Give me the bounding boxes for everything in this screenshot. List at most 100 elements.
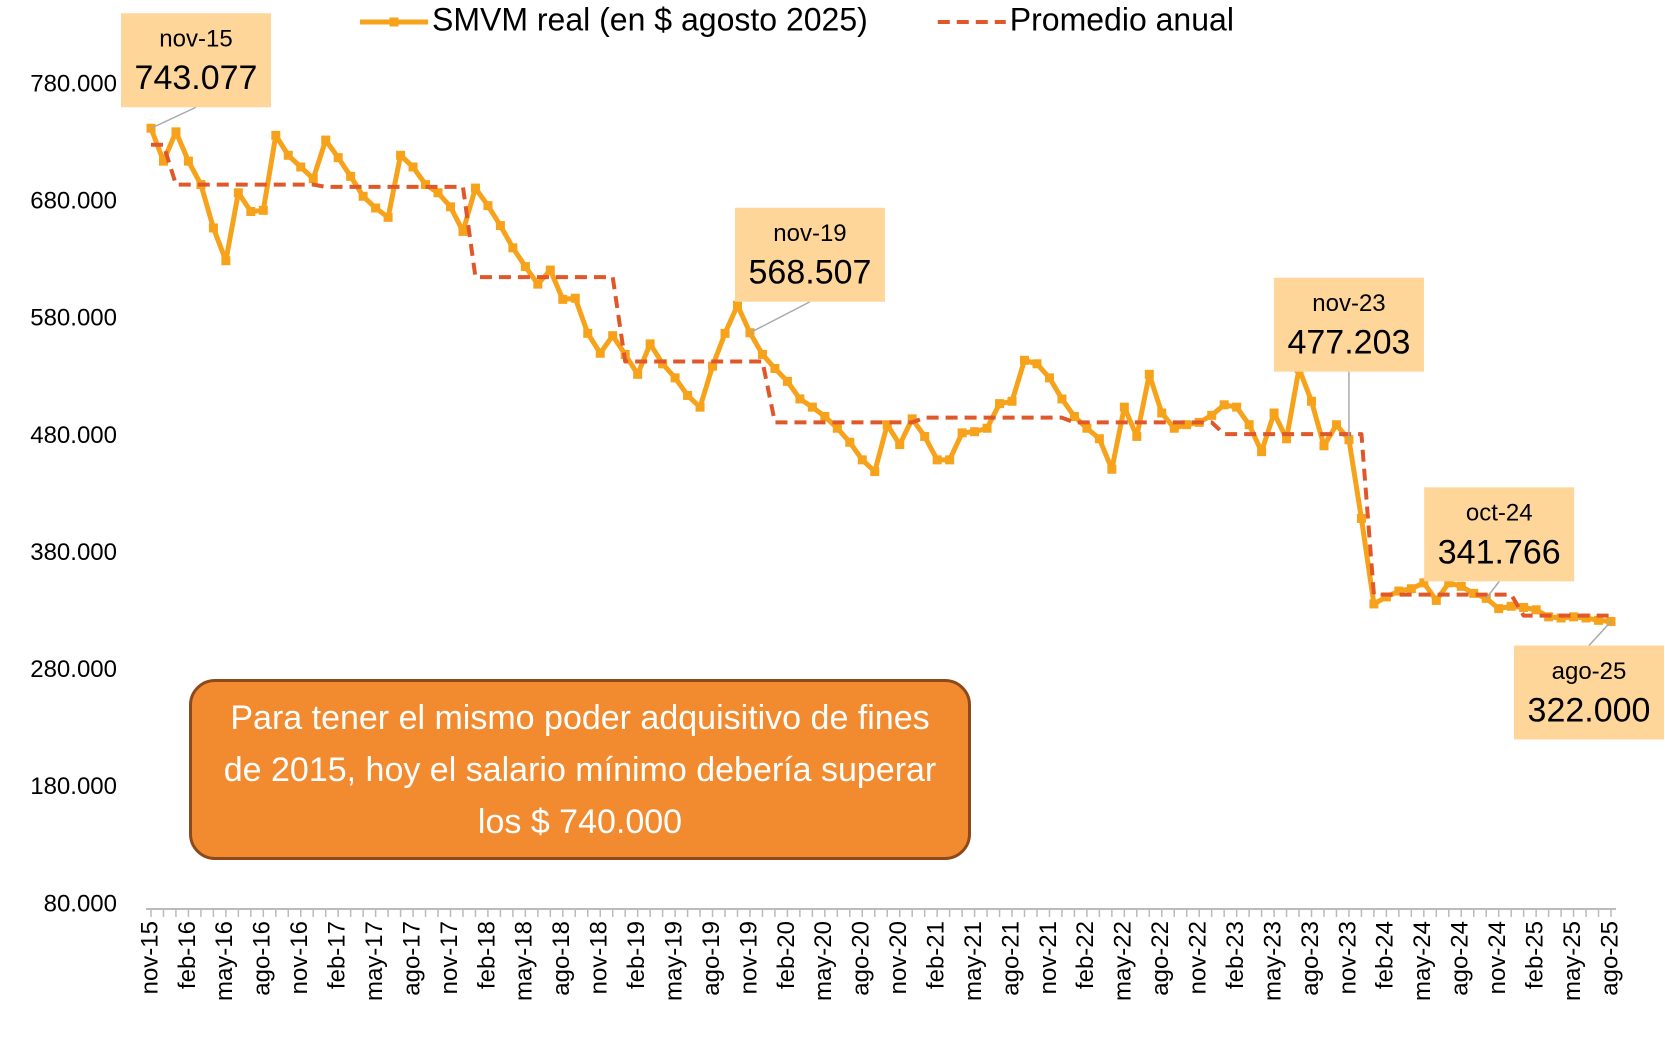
marker [1020, 355, 1030, 365]
y-tick-label: 580.000 [30, 305, 117, 332]
x-tick-label: feb-24 [1372, 921, 1399, 989]
marker [246, 207, 256, 217]
callout-box [734, 207, 885, 302]
y-tick-label: 180.000 [30, 773, 117, 800]
x-tick-label: feb-18 [473, 921, 500, 989]
marker [732, 300, 742, 310]
marker [495, 221, 505, 231]
callout-value: 322.000 [1528, 691, 1651, 729]
callout-leader [150, 106, 197, 129]
marker [258, 205, 268, 215]
marker [982, 423, 992, 433]
marker [1057, 394, 1067, 404]
marker [1494, 604, 1504, 614]
marker [645, 339, 655, 349]
marker [1569, 612, 1579, 622]
x-tick-label: ago-20 [848, 921, 875, 996]
marker [907, 414, 917, 424]
marker [1331, 420, 1341, 430]
y-tick-label: 480.000 [30, 422, 117, 449]
average-line [151, 142, 1611, 618]
x-tick-label: may-19 [660, 921, 687, 1001]
marker [1556, 613, 1566, 623]
x-tick-label: feb-23 [1222, 921, 1249, 989]
marker [1307, 396, 1317, 406]
marker [371, 203, 381, 213]
marker [358, 191, 368, 201]
callout-leader [1485, 580, 1500, 599]
marker [458, 226, 468, 236]
x-tick-label: nov-20 [885, 921, 912, 994]
marker [1032, 359, 1042, 369]
marker [845, 437, 855, 447]
marker [1394, 586, 1404, 596]
marker [782, 376, 792, 386]
x-tick-label: ago-23 [1297, 921, 1324, 996]
marker [1007, 396, 1017, 406]
marker [1531, 605, 1541, 615]
x-tick-label: ago-17 [398, 921, 425, 996]
marker [945, 455, 955, 465]
x-tick-label: nov-19 [735, 921, 762, 994]
marker [708, 361, 718, 371]
x-tick-label: feb-17 [324, 921, 351, 989]
marker [970, 427, 980, 437]
marker [1144, 369, 1154, 379]
marker [321, 135, 331, 145]
x-tick-label: ago-19 [698, 921, 725, 996]
marker [1219, 400, 1229, 410]
marker [920, 431, 930, 441]
marker [1519, 602, 1529, 612]
marker [1456, 581, 1466, 591]
marker [1406, 584, 1416, 594]
x-tick-label: feb-20 [773, 921, 800, 989]
marker [1157, 408, 1167, 418]
x-tick-label: ago-25 [1596, 921, 1623, 996]
x-tick-label: may-16 [211, 921, 238, 1001]
marker [595, 348, 605, 358]
marker [221, 256, 231, 266]
marker [520, 262, 530, 272]
x-tick-label: ago-21 [997, 921, 1024, 996]
marker [1269, 408, 1279, 418]
marker [508, 243, 518, 253]
y-tick-label: 780.000 [30, 70, 117, 97]
callout-date: ago-25 [1552, 658, 1627, 685]
marker [870, 467, 880, 477]
marker [770, 363, 780, 373]
x-tick-label: nov-21 [1035, 921, 1062, 994]
callout-leader [749, 301, 811, 334]
callout-value: 743.077 [135, 59, 258, 97]
marker [383, 212, 393, 222]
x-tick-label: may-18 [511, 921, 538, 1001]
callout-box [1273, 277, 1424, 372]
marker [1119, 402, 1129, 412]
marker [857, 455, 867, 465]
callout-box [1514, 645, 1664, 740]
marker [807, 402, 817, 412]
callout-leader [1588, 621, 1612, 647]
marker [308, 174, 318, 184]
callout-value: 568.507 [749, 254, 872, 292]
marker [1107, 464, 1117, 474]
marker [932, 455, 942, 465]
marker [271, 130, 281, 140]
x-tick-label: may-22 [1110, 921, 1137, 1001]
marker [558, 294, 568, 304]
marker [832, 423, 842, 433]
x-tick-label: may-21 [960, 921, 987, 1001]
x-tick-label: feb-19 [623, 921, 650, 989]
y-tick-label: 380.000 [30, 539, 117, 566]
x-tick-label: ago-16 [249, 921, 276, 996]
marker [1319, 441, 1329, 451]
x-tick-label: feb-21 [922, 921, 949, 989]
callout-date: nov-15 [159, 26, 232, 53]
x-tick-label: nov-18 [586, 921, 613, 994]
marker [1419, 578, 1429, 588]
marker [670, 373, 680, 383]
x-tick-label: may-25 [1559, 921, 1586, 1001]
marker [283, 150, 293, 160]
marker [795, 394, 805, 404]
marker [1369, 599, 1379, 609]
